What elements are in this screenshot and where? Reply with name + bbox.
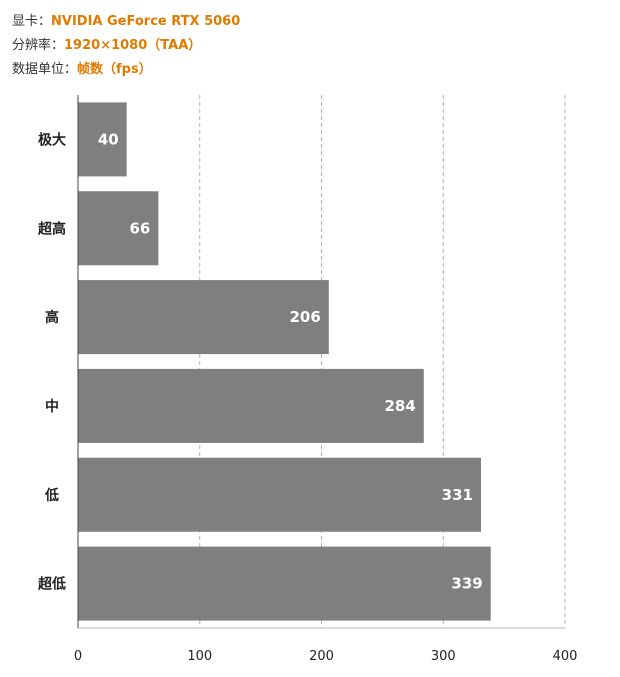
bar bbox=[78, 457, 481, 532]
resolution-label: 分辨率： bbox=[12, 38, 65, 53]
data-label: 284 bbox=[384, 397, 415, 415]
category-label: 极大 bbox=[38, 131, 66, 148]
bar bbox=[78, 191, 159, 266]
bar bbox=[78, 102, 127, 177]
bar bbox=[78, 280, 329, 355]
category-label: 低 bbox=[44, 487, 59, 504]
category-label: 高 bbox=[45, 309, 59, 326]
chart-header: 显卡：NVIDIA GeForce RTX 5060 分辨率：1920×1080… bbox=[12, 10, 240, 82]
data-label: 339 bbox=[451, 575, 482, 593]
data-label: 206 bbox=[289, 308, 320, 326]
gpu-value: NVIDIA GeForce RTX 5060 bbox=[51, 14, 241, 29]
gpu-label: 显卡： bbox=[12, 14, 52, 29]
unit-line: 数据单位：帧数（fps） bbox=[12, 58, 240, 82]
data-label: 40 bbox=[98, 130, 119, 148]
x-tick-label: 300 bbox=[431, 649, 456, 664]
x-tick-label: 0 bbox=[74, 649, 82, 664]
gpu-line: 显卡：NVIDIA GeForce RTX 5060 bbox=[12, 10, 240, 34]
category-label: 中 bbox=[45, 398, 59, 415]
bar bbox=[78, 546, 491, 621]
unit-value: 帧数（fps） bbox=[77, 62, 152, 77]
x-tick-label: 400 bbox=[553, 649, 578, 664]
data-label: 331 bbox=[442, 486, 473, 504]
unit-label: 数据单位： bbox=[12, 62, 78, 77]
bar bbox=[78, 368, 424, 443]
x-tick-label: 200 bbox=[309, 649, 334, 664]
x-tick-label: 100 bbox=[187, 649, 212, 664]
data-label: 66 bbox=[129, 219, 150, 237]
category-label: 超低 bbox=[37, 576, 66, 593]
category-label: 超高 bbox=[37, 220, 66, 237]
resolution-line: 分辨率：1920×1080（TAA） bbox=[12, 34, 240, 58]
resolution-value: 1920×1080（TAA） bbox=[64, 38, 202, 53]
